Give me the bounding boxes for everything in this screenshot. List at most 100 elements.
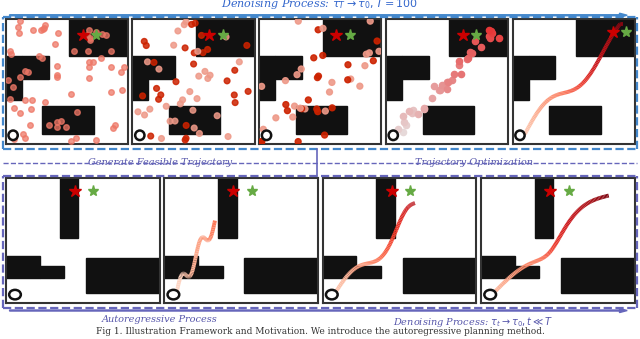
Point bbox=[40, 100, 51, 105]
Point bbox=[70, 136, 81, 141]
Point bbox=[257, 139, 267, 144]
Point bbox=[165, 118, 175, 124]
Text: Autoregressive Process: Autoregressive Process bbox=[102, 315, 218, 324]
Point bbox=[271, 115, 281, 121]
Point bbox=[142, 59, 152, 64]
Point bbox=[230, 67, 240, 73]
Point bbox=[72, 109, 83, 115]
Point bbox=[223, 134, 233, 139]
Point bbox=[14, 30, 24, 36]
Bar bbox=[86, 258, 160, 293]
Point bbox=[443, 79, 453, 84]
Bar bbox=[323, 19, 381, 56]
Point bbox=[419, 105, 429, 111]
Point bbox=[15, 19, 26, 24]
Text: Trajectory Optimization: Trajectory Optimization bbox=[415, 158, 532, 167]
Point bbox=[296, 106, 307, 112]
Bar bbox=[244, 258, 318, 293]
Point bbox=[109, 122, 120, 128]
Point bbox=[179, 22, 189, 27]
Point bbox=[205, 73, 215, 78]
Point bbox=[84, 38, 95, 43]
Point bbox=[25, 122, 35, 128]
Point bbox=[15, 74, 26, 79]
Point bbox=[37, 55, 47, 60]
Point bbox=[170, 118, 180, 124]
Point bbox=[140, 112, 150, 118]
Point bbox=[101, 32, 111, 38]
Point bbox=[20, 136, 31, 141]
Point bbox=[198, 50, 208, 55]
Bar bbox=[576, 19, 635, 56]
Point bbox=[428, 95, 438, 100]
Text: Denoising Process: $\tau_t \rightarrow \tau_0, t \ll T$: Denoising Process: $\tau_t \rightarrow \… bbox=[394, 315, 554, 328]
Point bbox=[40, 23, 50, 28]
Point bbox=[401, 122, 411, 127]
Point bbox=[453, 62, 463, 68]
Point bbox=[484, 28, 494, 33]
Point bbox=[327, 80, 337, 85]
Point bbox=[190, 20, 200, 26]
Point bbox=[154, 97, 164, 102]
Circle shape bbox=[326, 290, 338, 299]
Point bbox=[181, 19, 191, 25]
Point bbox=[52, 72, 62, 78]
Point bbox=[15, 110, 25, 116]
Point bbox=[212, 113, 222, 118]
Circle shape bbox=[9, 290, 21, 299]
Point bbox=[303, 97, 314, 103]
Bar bbox=[22, 56, 49, 79]
Point bbox=[292, 72, 302, 77]
Point bbox=[484, 33, 495, 38]
Point bbox=[221, 34, 231, 40]
Point bbox=[27, 97, 37, 102]
Point bbox=[185, 89, 195, 94]
Point bbox=[242, 43, 252, 48]
Point bbox=[3, 77, 13, 82]
Bar bbox=[196, 19, 255, 56]
Point bbox=[313, 109, 323, 114]
Bar bbox=[169, 106, 221, 134]
Point bbox=[486, 28, 497, 34]
Point bbox=[50, 42, 60, 47]
Point bbox=[200, 69, 210, 74]
Point bbox=[67, 91, 77, 96]
Point bbox=[374, 48, 384, 54]
Point bbox=[429, 83, 439, 88]
Point bbox=[313, 27, 323, 33]
Point bbox=[419, 106, 429, 112]
Circle shape bbox=[515, 131, 525, 140]
Point bbox=[454, 58, 464, 64]
Point bbox=[38, 25, 49, 31]
Bar bbox=[535, 178, 554, 238]
Point bbox=[119, 64, 129, 69]
Point bbox=[442, 86, 452, 92]
Bar bbox=[296, 106, 348, 134]
Bar bbox=[422, 106, 474, 134]
Point bbox=[470, 39, 480, 44]
Bar bbox=[449, 19, 508, 56]
Point bbox=[180, 137, 190, 143]
Point bbox=[408, 107, 419, 113]
Point bbox=[476, 44, 486, 49]
Bar bbox=[218, 178, 237, 238]
Point bbox=[91, 29, 101, 35]
Point bbox=[28, 28, 38, 33]
Point bbox=[403, 108, 413, 114]
Point bbox=[85, 35, 95, 41]
Point bbox=[282, 108, 292, 113]
Bar bbox=[6, 256, 40, 278]
Point bbox=[10, 137, 20, 142]
Point bbox=[398, 113, 408, 119]
Bar bbox=[386, 56, 402, 100]
Point bbox=[156, 92, 166, 98]
Point bbox=[436, 82, 447, 87]
Point bbox=[456, 72, 467, 77]
Point bbox=[308, 55, 319, 61]
Point bbox=[36, 27, 46, 32]
Point bbox=[5, 96, 15, 101]
Bar bbox=[60, 178, 78, 238]
Point bbox=[342, 77, 353, 82]
Point bbox=[442, 79, 452, 85]
Point bbox=[467, 51, 477, 56]
